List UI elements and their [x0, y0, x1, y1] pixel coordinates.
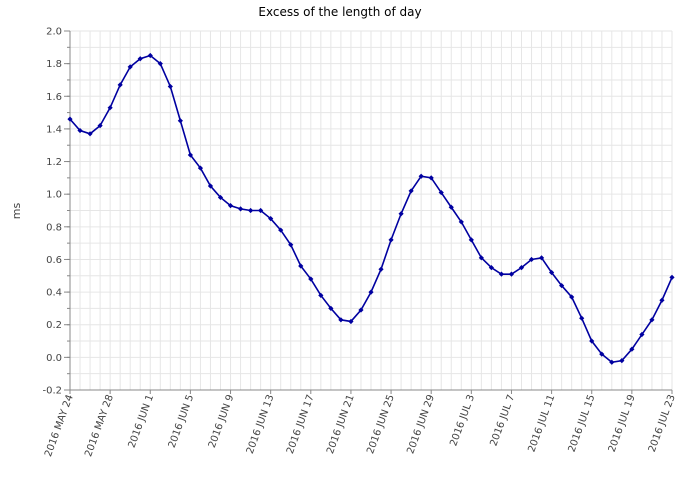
- series-layer: [67, 52, 675, 365]
- data-point: [348, 318, 354, 325]
- data-point: [549, 269, 555, 276]
- grid-lines: [69, 30, 673, 391]
- data-point: [398, 211, 404, 217]
- data-point: [288, 242, 294, 248]
- data-point: [438, 189, 444, 196]
- x-tick-label: 2016 JUL 11: [526, 393, 557, 453]
- data-point: [619, 358, 625, 364]
- data-point: [258, 207, 264, 214]
- data-point: [508, 271, 515, 277]
- x-tick-label: 2016 JUN 25: [365, 393, 397, 455]
- x-tick-label: 2016 JUN 5: [167, 393, 196, 449]
- data-point: [559, 282, 565, 289]
- data-point: [569, 294, 575, 300]
- x-tick-label: 2016 MAY 28: [83, 393, 116, 458]
- data-point: [147, 52, 153, 59]
- data-point: [538, 255, 545, 261]
- data-point: [187, 152, 193, 158]
- data-point: [428, 175, 434, 181]
- x-tick-label: 2016 JUN 17: [285, 393, 317, 455]
- data-point: [649, 317, 655, 323]
- data-point: [448, 204, 454, 210]
- chart-title: Excess of the length of day: [258, 5, 421, 19]
- data-point: [97, 123, 103, 129]
- data-point: [177, 118, 183, 124]
- y-tick-label: 0.4: [46, 288, 62, 299]
- x-tick-labels: 2016 MAY 24 2016 MAY 28 2016 JUN 1 2016 JUN…: [43, 393, 678, 458]
- data-point: [167, 83, 173, 90]
- data-point: [308, 276, 314, 282]
- data-point: [197, 165, 204, 171]
- x-tick-label: 2016 JUN 29: [405, 393, 437, 455]
- data-point: [87, 131, 93, 137]
- x-tick-label: 2016 JUL 19: [607, 393, 638, 453]
- data-point: [298, 263, 304, 269]
- data-point: [268, 216, 274, 222]
- data-point: [77, 127, 83, 134]
- x-tick-label: 2016 JUN 1: [127, 393, 156, 449]
- y-tick-label: 1.0: [46, 190, 62, 201]
- data-point: [629, 346, 635, 352]
- data-point: [127, 64, 133, 70]
- y-tick-label: 1.8: [46, 59, 62, 70]
- x-tick-label: 2016 JUN 13: [245, 393, 277, 455]
- data-point: [237, 206, 244, 212]
- y-tick-label: 1.6: [46, 92, 62, 103]
- data-point: [338, 317, 344, 323]
- data-point: [318, 292, 324, 298]
- data-point: [589, 338, 595, 344]
- y-tick-label: 1.4: [46, 124, 62, 135]
- x-tick-label: 2016 JUN 9: [207, 393, 236, 449]
- y-tick-label: 0.2: [46, 320, 62, 331]
- data-point: [518, 265, 525, 271]
- x-tick-label: 2016 JUL 7: [488, 393, 517, 448]
- x-tick-label: 2016 JUN 21: [325, 393, 357, 455]
- data-point: [408, 188, 414, 194]
- x-tick-label: 2016 JUL 15: [567, 393, 598, 453]
- data-point: [157, 61, 163, 67]
- y-tick-labels: -0.2 0.0 0.2 0.4 0.6 0.8 1.0 1.2 1.4 1.6 1.8 2.0: [42, 27, 62, 397]
- data-point: [478, 255, 484, 261]
- data-point: [418, 173, 424, 179]
- data-point: [468, 237, 474, 243]
- data-point: [639, 331, 645, 338]
- y-tick-label: 0.8: [46, 222, 62, 233]
- data-point: [458, 219, 464, 225]
- data-point: [227, 203, 234, 209]
- y-tick-label: 0.6: [46, 255, 62, 266]
- data-point: [609, 359, 615, 365]
- x-tick-label: 2016 MAY 24: [43, 393, 76, 458]
- y-axis-label: ms: [10, 203, 23, 220]
- x-tick-label: 2016 JUL 23: [647, 393, 678, 453]
- data-point: [488, 265, 494, 271]
- data-point: [67, 116, 73, 122]
- data-point: [107, 105, 113, 111]
- data-point: [378, 266, 384, 272]
- data-point: [137, 56, 143, 62]
- data-point: [579, 315, 585, 321]
- data-point: [278, 227, 284, 233]
- axes: [64, 30, 673, 394]
- data-point: [599, 351, 605, 357]
- data-point: [498, 271, 505, 277]
- data-point: [248, 207, 254, 214]
- data-point: [669, 274, 675, 281]
- data-point: [388, 237, 394, 243]
- data-point: [358, 307, 364, 313]
- data-point: [217, 194, 224, 201]
- y-tick-label: 1.2: [46, 157, 62, 168]
- data-point: [328, 305, 334, 312]
- y-tick-label: 0.0: [46, 353, 62, 364]
- y-tick-label: -0.2: [42, 386, 62, 397]
- data-point: [207, 183, 214, 189]
- data-point: [659, 297, 665, 303]
- data-point: [528, 256, 535, 263]
- data-point: [368, 289, 374, 295]
- x-tick-label: 2016 JUL 3: [448, 393, 477, 448]
- data-point: [117, 82, 123, 88]
- y-tick-label: 2.0: [46, 27, 62, 38]
